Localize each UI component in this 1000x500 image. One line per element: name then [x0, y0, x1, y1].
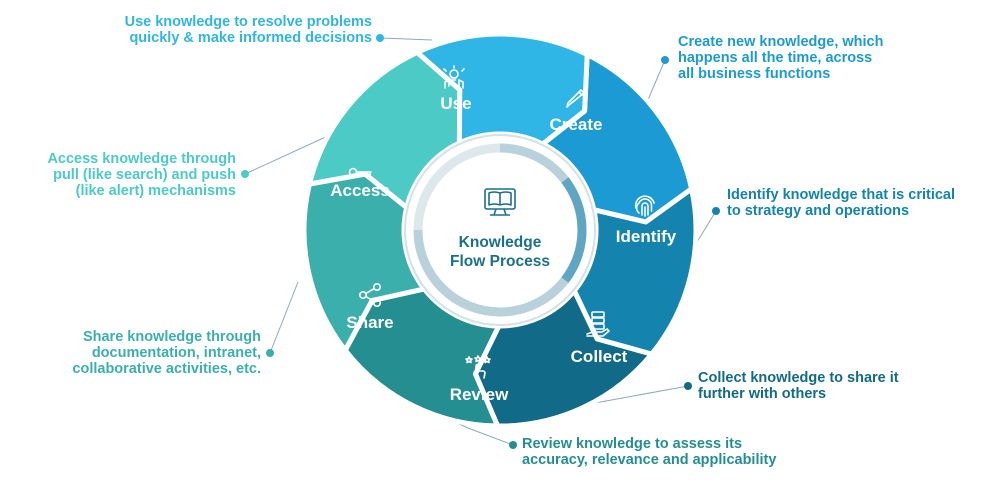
center-title-line-2: Flow Process [450, 253, 550, 270]
hub-progress-ring-accent [561, 177, 587, 283]
key-icon [348, 167, 372, 177]
segment-label-share: Share [346, 313, 393, 332]
segment-label-review: Review [450, 385, 509, 404]
share-icon [359, 283, 382, 308]
segment-icons [348, 65, 655, 379]
segment-labels: Use Create Identify Collect Review Share… [330, 94, 677, 404]
hub-inner [424, 154, 576, 306]
segment-label-use: Use [440, 94, 471, 113]
center-title-line-1: Knowledge [459, 234, 542, 251]
dot-create [661, 56, 669, 64]
fingerprint-icon [634, 195, 655, 217]
segment-label-collect: Collect [571, 347, 628, 366]
segment-label-create: Create [550, 115, 603, 134]
connector-collect [594, 385, 689, 404]
hub-progress-ring-dark [413, 143, 587, 317]
callout-share: Share knowledge through documentation, i… [72, 329, 261, 377]
segment-label-identify: Identify [616, 227, 677, 246]
center-hub: Knowledge Flow Process [404, 134, 596, 326]
callout-review: Review knowledge to assess its accuracy,… [522, 436, 777, 468]
callout-identify: Identify knowledge that is critical to s… [727, 187, 956, 219]
connector-access [244, 134, 331, 175]
stars-cursor-icon [465, 355, 491, 379]
dot-access [241, 170, 249, 178]
callout-use: Use knowledge to resolve problems quickl… [124, 14, 372, 46]
dot-identify [712, 207, 720, 215]
connector-dots [241, 34, 720, 449]
hand-bulb-icon [443, 65, 465, 89]
dot-collect [684, 382, 692, 390]
connector-use [379, 37, 433, 41]
callout-create: Create new knowledge, which happens all … [678, 34, 884, 82]
connectors [244, 37, 717, 446]
dot-share [266, 349, 274, 357]
connector-share [269, 281, 299, 354]
pencil-icon [566, 89, 585, 108]
segment-label-access: Access [330, 181, 390, 200]
dot-review [509, 441, 517, 449]
dot-use [376, 34, 384, 42]
monitor-book-icon [484, 188, 516, 216]
callout-collect: Collect knowledge to share it further wi… [698, 370, 899, 402]
callout-access: Access knowledge through pull (like sear… [47, 151, 236, 199]
server-hand-icon [586, 311, 610, 337]
